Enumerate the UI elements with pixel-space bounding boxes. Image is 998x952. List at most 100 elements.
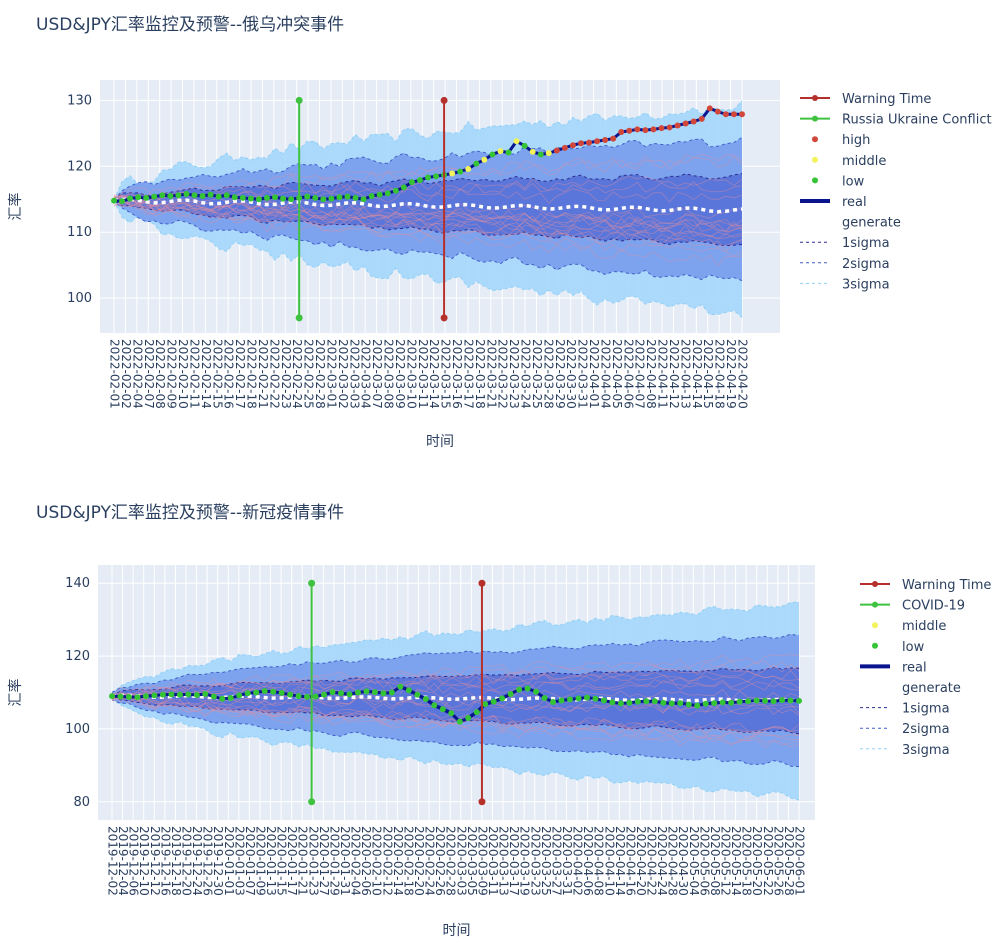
low-marker: [304, 193, 311, 200]
legend-label: real: [902, 660, 927, 675]
x-tick-label: 2020-05-18: [740, 826, 754, 896]
low-marker: [151, 692, 158, 699]
low-marker: [193, 692, 200, 699]
high-marker: [577, 140, 584, 147]
low-marker: [796, 697, 802, 704]
x-tick-label: 2022-02-07: [142, 339, 156, 409]
low-marker: [176, 691, 183, 698]
low-marker: [433, 173, 440, 180]
x-tick-label: 2019-12-30: [211, 826, 225, 896]
low-marker: [728, 699, 735, 706]
low-marker: [247, 195, 254, 202]
middle-marker: [481, 156, 488, 163]
x-tick-label: 2020-02-14: [391, 826, 405, 896]
low-marker: [456, 718, 463, 725]
sigma-1-upper: [113, 172, 743, 201]
x-tick-label: 2020-04-24: [655, 826, 669, 896]
simulated-path: [111, 669, 800, 700]
low-marker: [270, 688, 277, 695]
x-tick-label: 2022-02-09: [165, 339, 179, 409]
low-marker: [762, 697, 769, 704]
x-tick-label: 2019-12-18: [169, 826, 183, 896]
x-tick-label: 2020-01-15: [275, 826, 289, 896]
x-tick-label: 2020-05-26: [771, 826, 785, 896]
low-marker: [567, 696, 573, 703]
x-tick-label: 2022-04-08: [644, 339, 658, 409]
low-marker: [320, 196, 327, 203]
x-tick-label: 2022-02-14: [199, 339, 213, 409]
x-tick-label: 2020-01-07: [243, 826, 257, 896]
x-tick-label: 2020-01-03: [232, 826, 246, 896]
x-tick-label: 2022-03-14: [427, 339, 441, 409]
middle-marker: [497, 148, 504, 155]
legend-label: generate: [902, 681, 961, 696]
legend-label: low: [842, 174, 865, 189]
simulated-path: [111, 688, 800, 701]
x-tick-label: 2022-02-01: [108, 339, 122, 409]
legend-label: middle: [842, 154, 886, 169]
x-tick-label: 2022-02-21: [256, 339, 270, 409]
simulated-path: [113, 195, 743, 232]
low-marker: [719, 699, 726, 706]
x-tick-label: 2022-02-23: [279, 339, 293, 409]
legend-label: 2sigma: [842, 257, 890, 272]
high-marker: [722, 111, 729, 118]
x-tick-label: 2020-03-31: [560, 826, 574, 896]
low-marker: [117, 693, 124, 700]
low-marker: [677, 700, 684, 707]
1sigma-band: [114, 173, 742, 246]
x-tick-label: 2020-05-20: [750, 826, 764, 896]
low-marker: [134, 694, 141, 701]
x-tick-label: 2019-12-10: [137, 826, 151, 896]
low-marker: [473, 709, 480, 716]
high-marker: [674, 122, 681, 129]
low-marker: [668, 700, 675, 707]
low-marker: [239, 194, 246, 201]
low-marker: [405, 687, 412, 694]
legend-label: 3sigma: [902, 743, 950, 758]
x-tick-label: 2022-02-24: [290, 339, 304, 409]
simulated-path: [111, 692, 800, 716]
x-tick-label: 2022-04-15: [701, 339, 715, 409]
low-marker: [541, 694, 548, 701]
x-tick-label: 2020-01-27: [317, 826, 331, 896]
simulated-path: [113, 155, 743, 203]
x-tick-label: 2019-12-20: [179, 826, 193, 896]
x-tick-label: 2020-04-22: [645, 826, 659, 896]
x-tick-label: 2020-05-22: [761, 826, 775, 896]
low-marker: [304, 693, 311, 700]
low-marker: [431, 702, 438, 709]
simulated-path: [113, 197, 743, 257]
low-marker: [328, 195, 335, 202]
low-marker: [489, 151, 496, 158]
low-marker: [651, 698, 658, 705]
low-marker: [175, 192, 182, 199]
high-marker: [730, 111, 737, 118]
low-marker: [558, 697, 565, 704]
low-marker: [685, 701, 692, 708]
x-tick-label: 2022-02-15: [210, 339, 224, 409]
low-marker: [360, 196, 367, 203]
chart-svg: 1001101201302022-02-012022-02-022022-02-…: [7, 80, 992, 450]
low-marker: [575, 695, 582, 702]
low-marker: [408, 179, 415, 186]
low-marker: [142, 693, 149, 700]
simulated-path: [113, 196, 743, 238]
x-tick-label: 2022-03-21: [484, 339, 498, 409]
simulated-path: [111, 694, 800, 749]
simulated-path: [111, 679, 800, 701]
low-marker: [261, 688, 268, 695]
legend-symbol: [812, 156, 818, 163]
x-tick-label: 2020-02-04: [349, 826, 363, 896]
x-tick-label: 2022-03-11: [416, 339, 430, 409]
low-marker: [352, 194, 359, 201]
middle-marker: [529, 148, 536, 155]
x-tick-label: 2020-05-06: [697, 826, 711, 896]
x-tick-label: 2020-04-30: [676, 826, 690, 896]
x-tick-label: 2020-03-19: [518, 826, 532, 896]
y-axis-label: 汇率: [7, 193, 24, 221]
x-tick-label: 2022-03-22: [496, 339, 510, 409]
legend-label: real: [842, 195, 867, 210]
legend-label: generate: [842, 216, 901, 231]
x-axis-label: 时间: [426, 434, 454, 450]
